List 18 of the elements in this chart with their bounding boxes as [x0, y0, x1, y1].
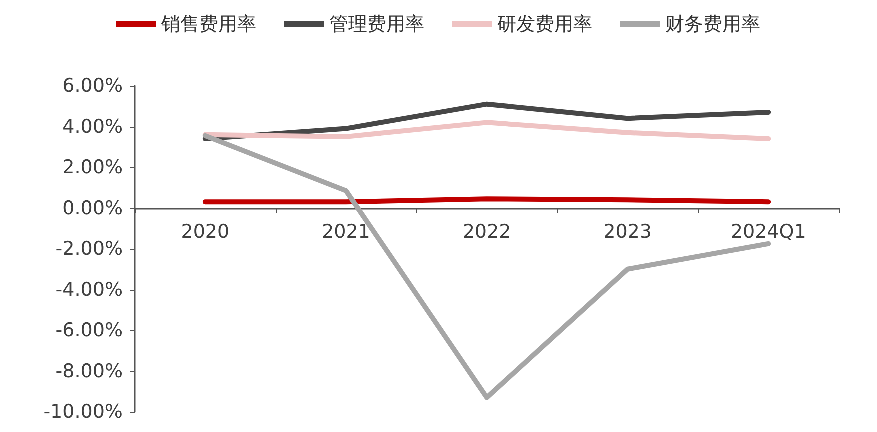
y-tick-label: 0.00% — [62, 197, 123, 220]
x-tick-label: 2024Q1 — [730, 220, 806, 243]
x-tick-label: 2021 — [322, 220, 370, 243]
y-tick-label: -10.00% — [44, 401, 123, 423]
y-tick-label: 4.00% — [62, 116, 123, 138]
x-tick-label: 2023 — [604, 220, 652, 243]
legend-label: 财务费用率 — [666, 14, 760, 36]
y-tick-label: 2.00% — [62, 156, 123, 178]
y-tick-label: -2.00% — [56, 238, 123, 260]
y-tick-label: 6.00% — [62, 75, 123, 97]
y-tick-label: -8.00% — [56, 360, 123, 382]
x-tick-label: 2022 — [462, 220, 512, 243]
x-tick-label: 2020 — [181, 220, 230, 243]
y-tick-label: -4.00% — [56, 278, 123, 301]
legend-label: 销售费用率 — [160, 14, 256, 36]
legend-label: 管理费用率 — [330, 14, 424, 36]
legend-label: 研发费用率 — [498, 14, 592, 36]
y-tick-label: -6.00% — [56, 320, 123, 342]
